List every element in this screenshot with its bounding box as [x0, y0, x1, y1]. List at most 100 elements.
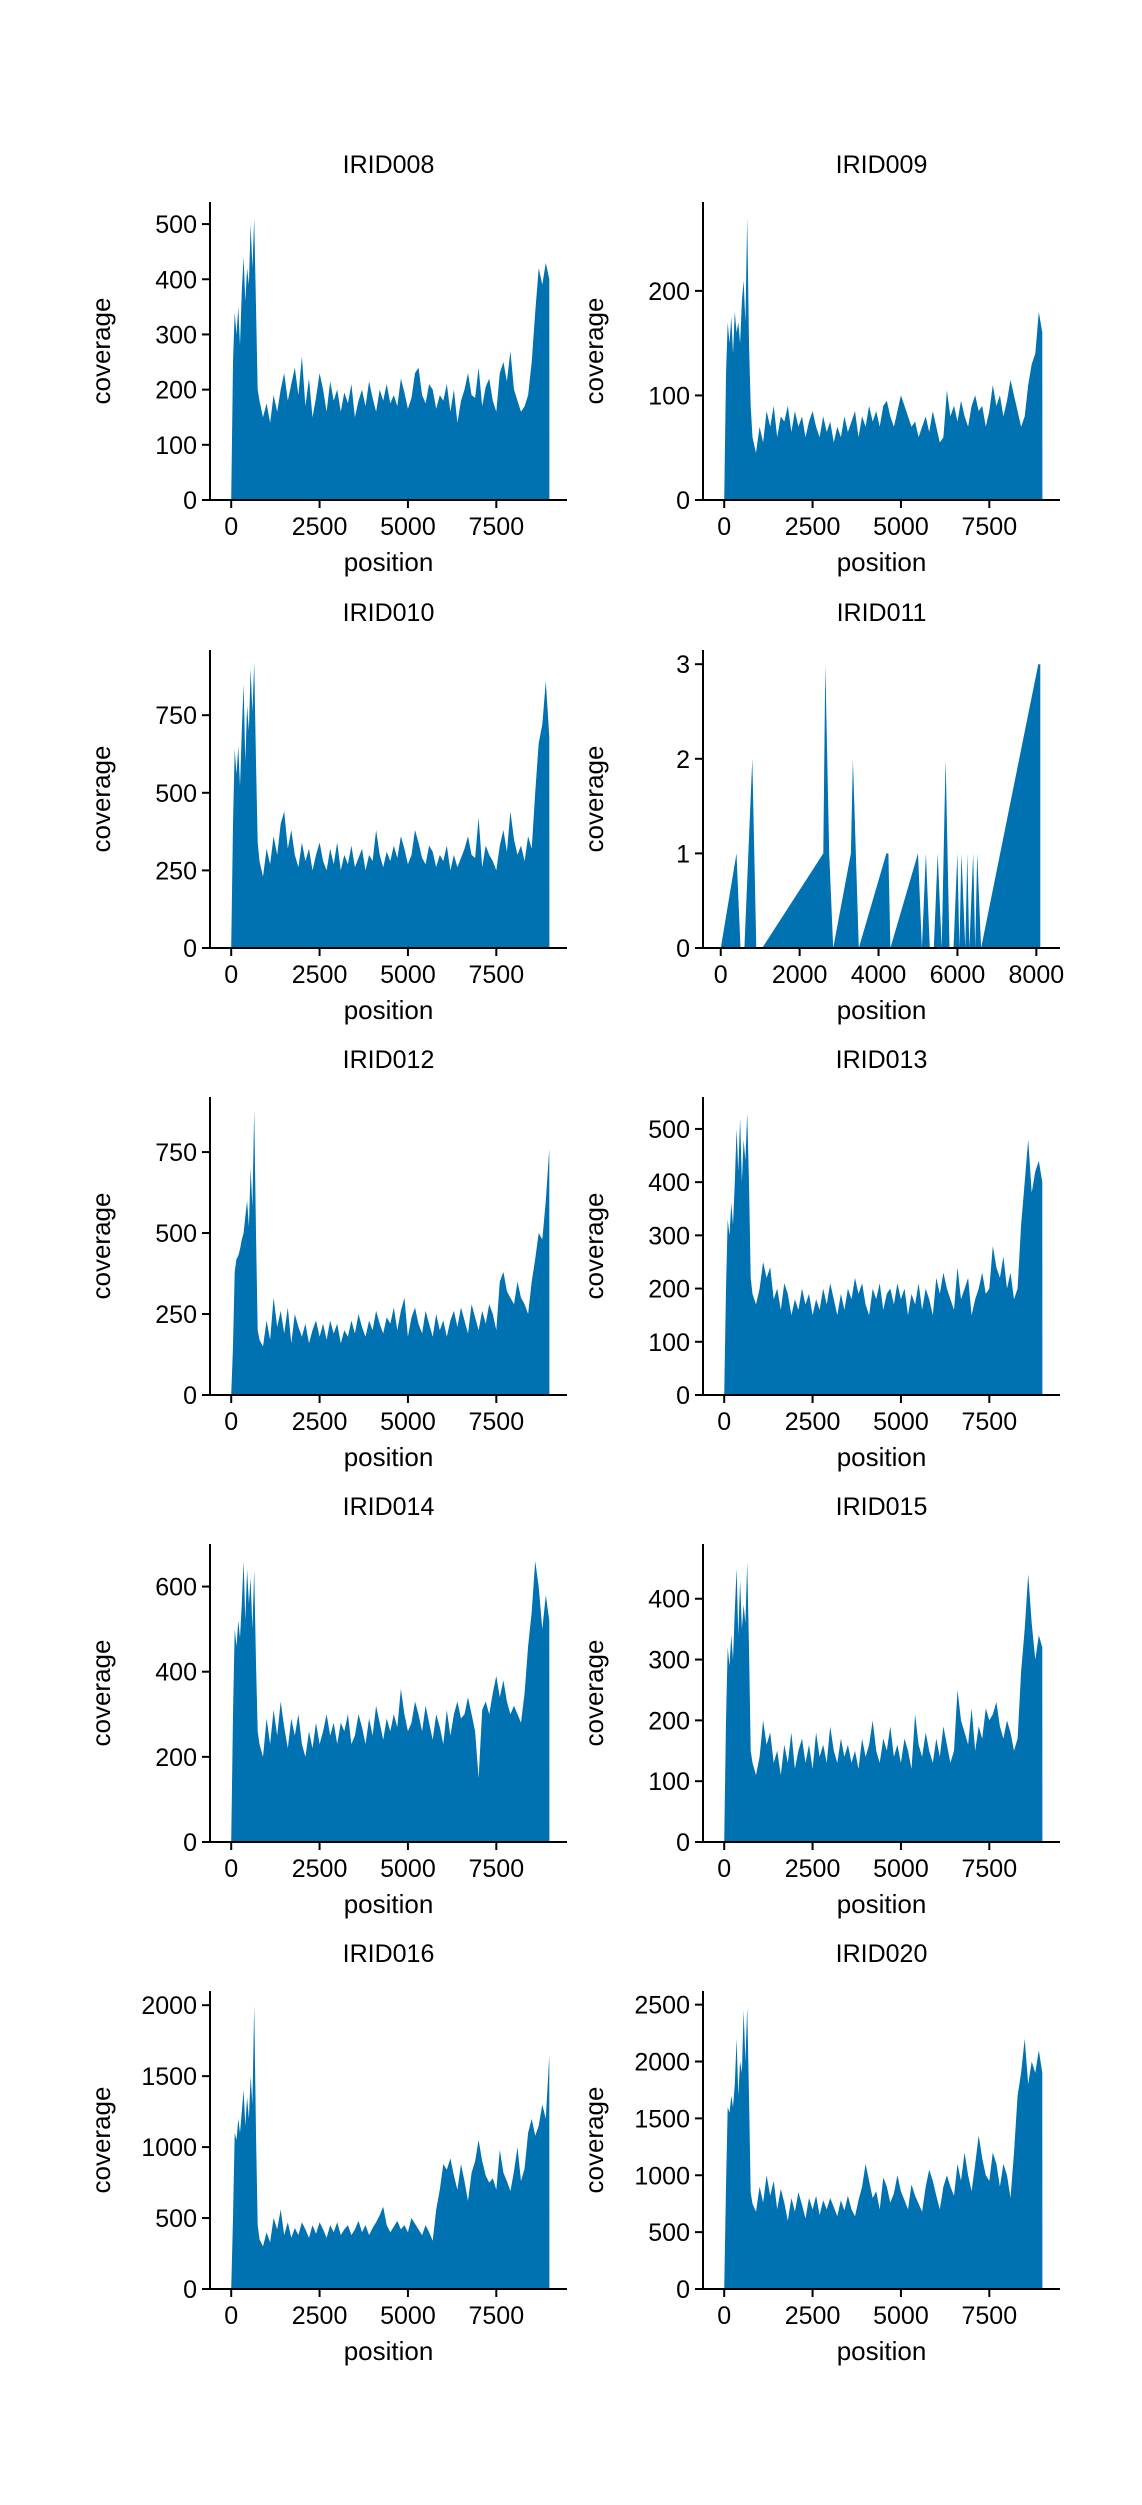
coverage-area [724, 2006, 1043, 2289]
y-tick-label: 0 [183, 2276, 197, 2304]
x-tick-label: 2500 [785, 1855, 841, 1883]
x-tick-label: 5000 [380, 1855, 436, 1883]
y-tick-label: 750 [155, 702, 197, 730]
x-tick-label: 2500 [292, 1408, 348, 1436]
x-tick-label: 2500 [292, 2302, 348, 2330]
y-tick-label: 1000 [141, 2134, 197, 2162]
x-tick-label: 7500 [961, 513, 1017, 541]
y-tick-label: 3 [676, 651, 690, 679]
coverage-area [724, 1113, 1043, 1395]
subplot-irid020: 0 500 1000 1500 2000 2500 0 2500 5000 7500 IRID020… [579, 1940, 1060, 2366]
x-tick-label: 5000 [380, 961, 436, 989]
x-axis-label: position [837, 547, 927, 577]
y-tick-label: 2500 [634, 1992, 690, 2020]
x-tick-label: 2500 [292, 1855, 348, 1883]
x-tick-label: 5000 [873, 2302, 929, 2330]
y-tick-label: 1 [676, 840, 690, 868]
y-tick-label: 300 [648, 1222, 690, 1250]
coverage-area [231, 662, 550, 948]
y-tick-label: 100 [648, 1329, 690, 1357]
y-tick-label: 750 [155, 1139, 197, 1167]
y-tick-label: 0 [676, 935, 690, 963]
subplot-title: IRID014 [343, 1493, 435, 1521]
subplot-irid009: 0 100 200 0 2500 5000 7500 IRID009 position cover… [579, 151, 1060, 577]
y-tick-label: 200 [155, 1744, 197, 1772]
x-tick-label: 7500 [961, 1408, 1017, 1436]
x-axis-label: position [837, 1442, 927, 1472]
x-tick-label: 5000 [873, 1855, 929, 1883]
y-tick-label: 200 [648, 278, 690, 306]
x-tick-label: 0 [224, 961, 238, 989]
y-axis-label: coverage [579, 746, 609, 853]
x-axis-label: position [837, 995, 927, 1025]
y-tick-label: 400 [648, 1169, 690, 1197]
y-axis-label: coverage [86, 1193, 116, 1300]
x-tick-label: 0 [717, 1855, 731, 1883]
y-tick-label: 0 [183, 1382, 197, 1410]
y-axis-label: coverage [86, 298, 116, 405]
y-axis-label: coverage [579, 298, 609, 405]
subplot-irid016: 0 500 1000 1500 2000 0 2500 5000 7500 IRID016 posi… [86, 1940, 567, 2366]
x-tick-label: 2000 [772, 961, 828, 989]
subplot-title: IRID010 [343, 599, 435, 627]
coverage-area [720, 664, 1041, 948]
y-tick-label: 2000 [634, 2049, 690, 2077]
y-tick-label: 100 [648, 382, 690, 410]
subplot-title: IRID015 [836, 1493, 928, 1521]
coverage-area [231, 218, 550, 500]
x-axis-label: position [344, 2336, 434, 2366]
y-tick-label: 500 [155, 2205, 197, 2233]
x-axis-label: position [837, 2336, 927, 2366]
y-tick-label: 1500 [141, 2063, 197, 2091]
y-tick-label: 200 [648, 1276, 690, 1304]
y-tick-label: 100 [155, 432, 197, 460]
y-tick-label: 400 [155, 266, 197, 294]
x-tick-label: 0 [224, 1855, 238, 1883]
y-tick-label: 0 [183, 1829, 197, 1857]
x-axis-label: position [344, 547, 434, 577]
y-tick-label: 250 [155, 857, 197, 885]
subplot-irid014: 0 200 400 600 0 2500 5000 7500 IRID014 position co… [86, 1493, 567, 1919]
y-tick-label: 400 [648, 1586, 690, 1614]
y-axis-label: coverage [579, 2087, 609, 2194]
x-tick-label: 2500 [785, 1408, 841, 1436]
subplot-title: IRID016 [343, 1940, 435, 1968]
coverage-area [724, 217, 1043, 500]
y-axis-label: coverage [86, 746, 116, 853]
subplot-irid015: 0 100 200 300 400 0 2500 5000 7500 IRID015 positio… [579, 1493, 1060, 1919]
x-tick-label: 2500 [785, 513, 841, 541]
x-tick-label: 0 [717, 2302, 731, 2330]
coverage-area [231, 1110, 550, 1395]
x-tick-label: 6000 [930, 961, 986, 989]
y-tick-label: 2000 [141, 1992, 197, 2020]
x-tick-label: 5000 [873, 1408, 929, 1436]
y-axis-label: coverage [86, 2087, 116, 2194]
subplot-irid011: 0 1 2 3 0 2000 4000 6000 8000 IRID011 position cove… [579, 599, 1064, 1025]
x-tick-label: 5000 [380, 1408, 436, 1436]
y-tick-label: 0 [676, 487, 690, 515]
subplot-title: IRID020 [836, 1940, 928, 1968]
y-tick-label: 200 [648, 1707, 690, 1735]
y-tick-label: 600 [155, 1574, 197, 1602]
y-tick-label: 500 [648, 2219, 690, 2247]
y-tick-label: 0 [183, 935, 197, 963]
x-tick-label: 0 [224, 2302, 238, 2330]
coverage-area [231, 2005, 550, 2289]
y-axis-label: coverage [86, 1640, 116, 1747]
y-tick-label: 500 [155, 211, 197, 239]
x-tick-label: 2500 [292, 513, 348, 541]
y-tick-label: 1500 [634, 2105, 690, 2133]
x-tick-label: 7500 [468, 513, 524, 541]
x-tick-label: 7500 [468, 961, 524, 989]
x-tick-label: 0 [224, 513, 238, 541]
y-tick-label: 0 [183, 487, 197, 515]
x-axis-label: position [344, 1889, 434, 1919]
y-tick-label: 1000 [634, 2162, 690, 2190]
x-tick-label: 0 [717, 1408, 731, 1436]
x-tick-label: 5000 [873, 513, 929, 541]
y-tick-label: 0 [676, 1382, 690, 1410]
x-tick-label: 7500 [961, 1855, 1017, 1883]
x-axis-label: position [344, 995, 434, 1025]
